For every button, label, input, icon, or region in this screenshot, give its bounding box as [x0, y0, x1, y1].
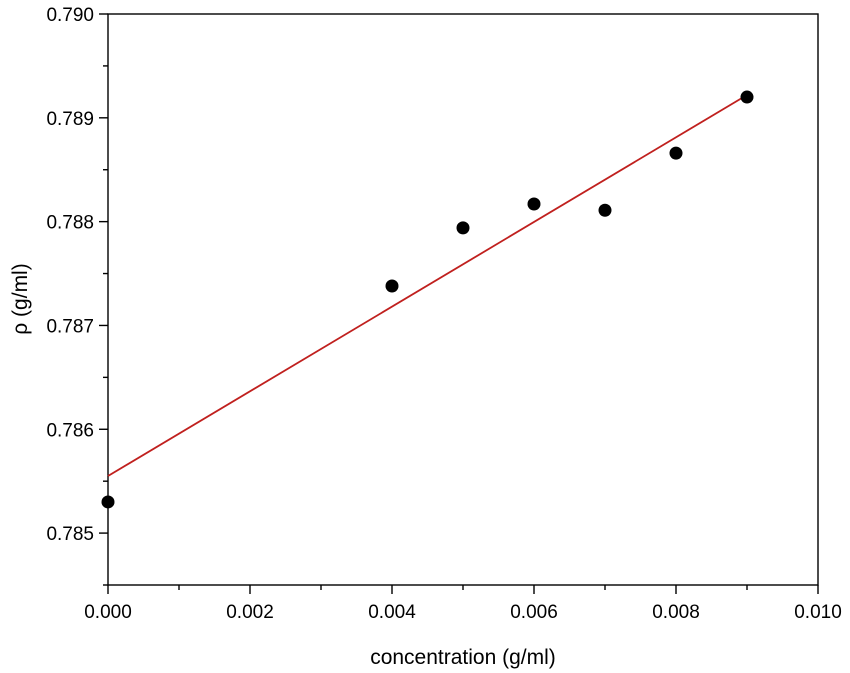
x-tick-label: 0.000 — [84, 602, 132, 623]
x-axis: 0.000 0.002 0.004 0.006 0.008 0.010 — [84, 585, 842, 623]
y-tick-label: 0.790 — [46, 5, 94, 26]
x-tick-label: 0.006 — [510, 602, 558, 623]
y-axis: 0.785 0.786 0.787 0.788 0.789 0.790 — [46, 5, 108, 586]
x-tick-label: 0.008 — [652, 602, 700, 623]
data-point — [598, 203, 612, 217]
x-tick-label: 0.002 — [226, 602, 274, 623]
y-tick-label: 0.789 — [46, 109, 94, 130]
x-axis-label: concentration (g/ml) — [370, 646, 556, 669]
y-tick-label: 0.785 — [46, 524, 94, 545]
x-tick-label: 0.010 — [794, 602, 842, 623]
y-tick-label: 0.787 — [46, 316, 94, 337]
y-axis-label: ρ (g/ml) — [9, 263, 32, 334]
data-point — [669, 146, 683, 160]
y-tick-label: 0.786 — [46, 420, 94, 441]
data-point — [385, 279, 399, 293]
y-tick-label: 0.788 — [46, 213, 94, 234]
data-point — [101, 495, 115, 509]
x-tick-label: 0.004 — [368, 602, 416, 623]
data-point — [527, 197, 541, 211]
data-point — [456, 221, 470, 235]
fit-line-group — [107, 94, 748, 477]
data-point — [740, 90, 754, 104]
plot-frame — [107, 13, 819, 586]
linear-fit-line — [107, 94, 748, 477]
data-points — [101, 90, 754, 509]
